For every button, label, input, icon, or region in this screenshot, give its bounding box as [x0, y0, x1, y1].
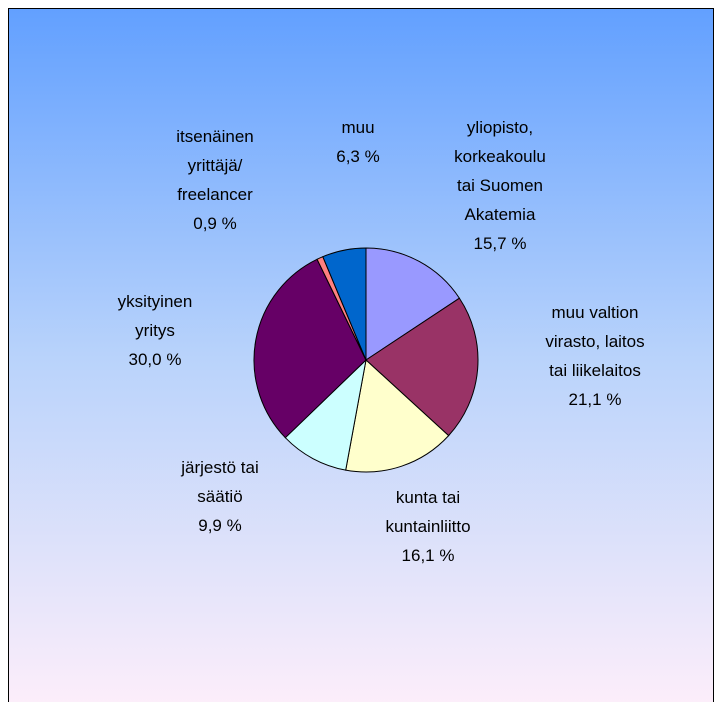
- value-label: 6,3 %: [336, 147, 380, 166]
- value-label: 30,0 %: [128, 350, 182, 369]
- slice-label: järjestö tai säätiö 9,9 %: [181, 453, 258, 540]
- category-label: yksityinen yritys: [117, 292, 193, 340]
- pie-slice: [345, 359, 450, 473]
- slice-label: yliopisto, korkeakoulu tai Suomen Akatem…: [454, 113, 546, 258]
- category-label: kunta tai kuntainliitto: [385, 488, 471, 536]
- slice-label: kunta tai kuntainliitto 16,1 %: [385, 483, 470, 570]
- value-label: 16,1 %: [401, 546, 455, 565]
- value-label: 0,9 %: [193, 214, 237, 233]
- slice-label: muu 6,3 %: [336, 113, 379, 171]
- category-label: yliopisto, korkeakoulu tai Suomen Akatem…: [454, 118, 546, 224]
- category-label: muu: [341, 118, 375, 137]
- pie-slice: [322, 247, 367, 361]
- slice-label: muu valtion virasto, laitos tai liikelai…: [545, 298, 644, 414]
- pie-slice: [365, 297, 479, 437]
- category-label: muu valtion virasto, laitos tai liikelai…: [545, 303, 645, 380]
- pie-slice: [365, 247, 461, 361]
- pie-slice: [253, 258, 367, 439]
- slice-label: yksityinen yritys 30,0 %: [118, 287, 193, 374]
- category-label: järjestö tai säätiö: [181, 458, 259, 506]
- slice-label: itsenäinen yrittäjä/ freelancer 0,9 %: [176, 122, 254, 238]
- category-label: itsenäinen yrittäjä/ freelancer: [176, 127, 254, 204]
- value-label: 9,9 %: [198, 516, 242, 535]
- value-label: 15,7 %: [473, 234, 527, 253]
- value-label: 21,1 %: [568, 390, 622, 409]
